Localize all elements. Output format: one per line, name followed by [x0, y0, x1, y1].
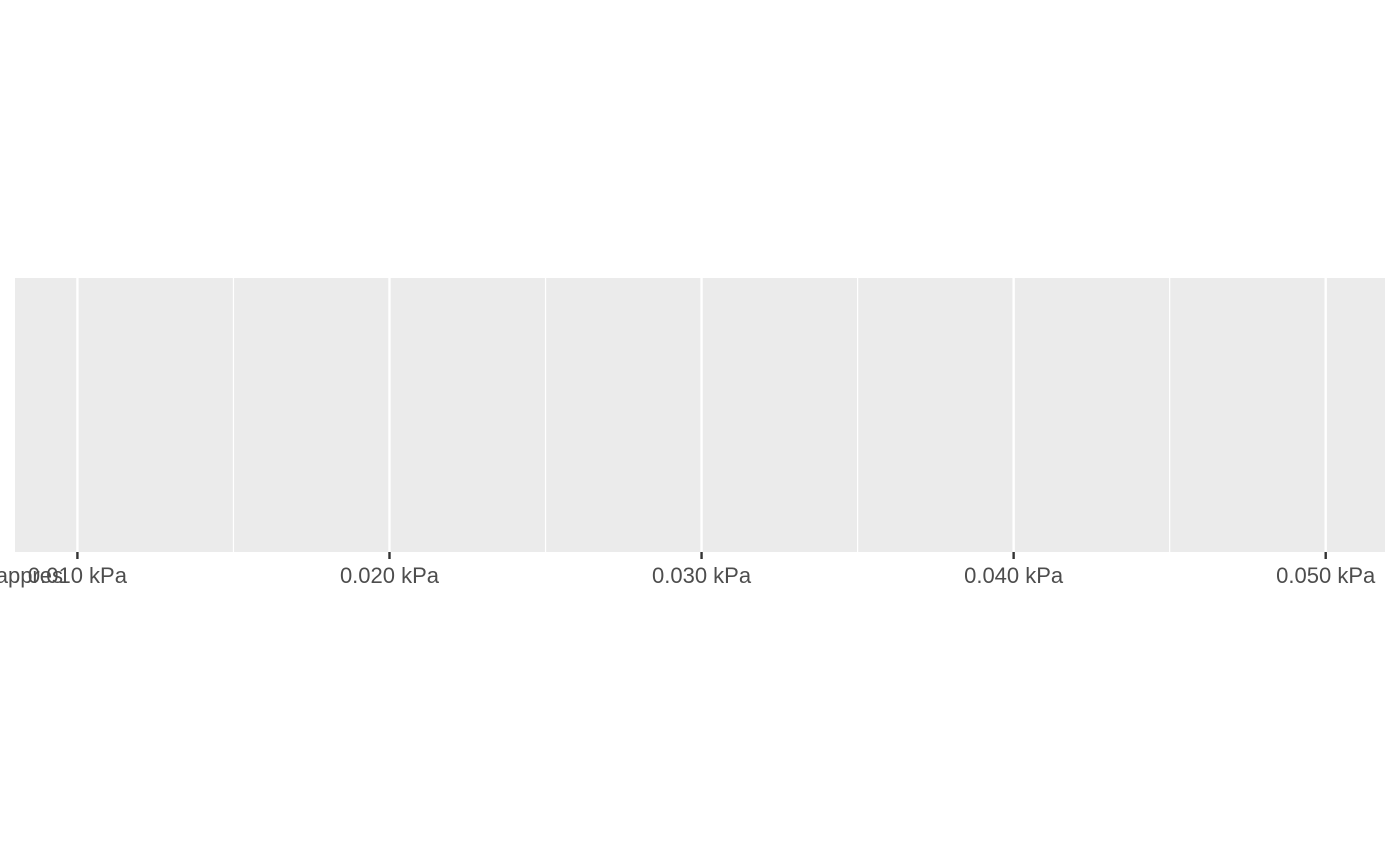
x-tick-label: 0.020 kPa [340, 563, 440, 588]
x-axis-ticks [76, 552, 1327, 559]
x-tick-label: 0.040 kPa [964, 563, 1064, 588]
x-tick-label: 0.050 kPa [1276, 563, 1376, 588]
plot-panel [15, 278, 1385, 552]
x-tick-label: 0.030 kPa [652, 563, 752, 588]
x-axis-tick-labels: 0.010 kPa 0.020 kPa 0.030 kPa 0.040 kPa 0.05… [28, 563, 1376, 588]
major-gridlines [76, 278, 1327, 552]
x-tick-label: 0.010 kPa [28, 563, 128, 588]
minor-gridlines [232, 278, 1171, 552]
clipped-axis-label: appres [0, 563, 63, 588]
